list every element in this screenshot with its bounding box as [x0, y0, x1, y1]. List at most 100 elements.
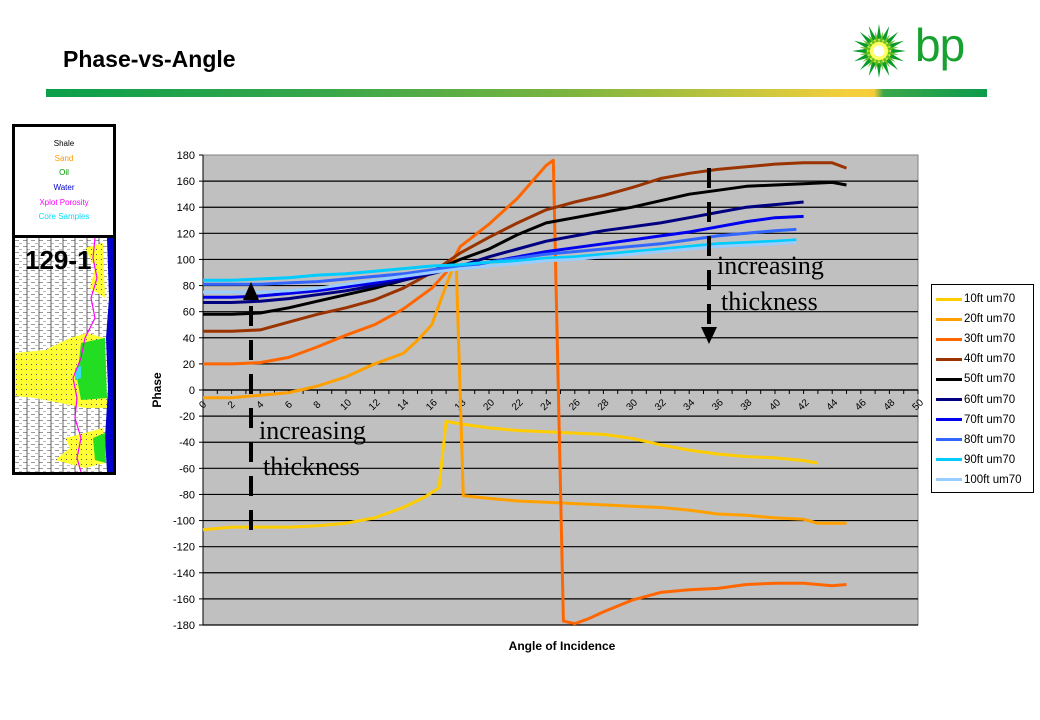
legend-item: 70ft um70	[936, 410, 1015, 430]
y-tick-label: 60	[183, 307, 195, 319]
annotation-down-line1: increasing	[717, 251, 824, 280]
legend-swatch	[936, 398, 962, 401]
logo-petal	[876, 62, 882, 78]
series-line-90ft-um70	[203, 238, 797, 282]
logo-petal	[889, 40, 904, 49]
well-log-legend-core-samples: Core Samples	[38, 212, 90, 222]
logo-petal	[885, 39, 896, 48]
y-tick-label: 160	[177, 176, 195, 188]
legend-label: 60ft um70	[964, 393, 1016, 406]
well-log-legend-oil: Oil	[59, 168, 69, 178]
bp-logo-text: bp	[915, 19, 965, 71]
y-tick-label: -20	[179, 411, 195, 423]
slide-title: Phase-vs-Angle	[63, 46, 236, 72]
legend-swatch	[936, 317, 962, 321]
logo-petal	[868, 61, 877, 76]
legend-item: 10ft um70	[936, 289, 1015, 309]
logo-petal	[859, 50, 871, 55]
annotation-up-line2: thickness	[263, 452, 360, 481]
series-line-20ft-um70	[203, 257, 847, 525]
legend-swatch	[936, 357, 962, 361]
legend-swatch	[936, 377, 962, 381]
series-line-100ft-um70	[203, 241, 797, 294]
legend-item: 30ft um70	[936, 329, 1015, 349]
logo-petal	[887, 50, 899, 55]
chart-legend: 10ft um70 20ft um70 30ft um70 40ft um70 50ft…	[931, 284, 1034, 493]
legend-label: 90ft um70	[964, 453, 1016, 466]
legend-item: 50ft um70	[936, 369, 1015, 389]
legend-swatch	[936, 478, 962, 482]
legend-label: 30ft um70	[964, 333, 1016, 346]
legend-swatch	[936, 438, 962, 442]
legend-swatch	[936, 458, 962, 462]
logo-petal	[890, 48, 906, 54]
x-axis-label: Angle of Incidence	[509, 639, 616, 653]
y-tick-label: -120	[173, 542, 195, 554]
annotation-up-line1: increasing	[259, 416, 366, 445]
logo-petal	[859, 47, 871, 52]
legend-label: 80ft um70	[964, 433, 1016, 446]
legend-swatch	[936, 297, 962, 301]
y-tick-label: 0	[189, 385, 195, 397]
well-log-legend-xplot-porosity: Xplot Porosity	[39, 197, 89, 207]
well-log-legend-shale: Shale	[53, 139, 75, 148]
logo-petal	[885, 54, 896, 63]
logo-petal	[875, 31, 880, 43]
logo-petal	[862, 39, 873, 48]
legend-item: 80ft um70	[936, 430, 1015, 450]
logo-petal	[854, 40, 869, 49]
legend-swatch	[936, 337, 962, 341]
legend-item: 40ft um70	[936, 349, 1015, 369]
legend-label: 20ft um70	[964, 313, 1016, 326]
annotation-arrow-up	[243, 282, 259, 530]
legend-label: 10ft um70	[964, 293, 1016, 305]
legend-label: 100ft um70	[964, 473, 1022, 486]
logo-petal	[868, 26, 877, 41]
well-log-legend: Shale Sand Oil Water Xplot Porosity Core…	[15, 127, 113, 238]
logo-petal	[881, 61, 890, 76]
y-tick-label: 120	[177, 228, 195, 240]
y-axis-label: Phase	[150, 372, 164, 408]
annotation-down-label: increasing thickness	[717, 253, 824, 315]
y-tick-label: -180	[173, 620, 195, 632]
logo-petal	[889, 53, 904, 62]
logo-petal	[867, 34, 876, 45]
legend-label: 70ft um70	[964, 413, 1016, 426]
y-tick-label: 20	[183, 359, 195, 371]
y-tick-label: 100	[177, 254, 195, 266]
y-tick-label: -80	[179, 489, 195, 501]
y-tick-label: 80	[183, 281, 195, 293]
legend-label: 40ft um70	[964, 353, 1016, 366]
legend-item: 100ft um70	[936, 470, 1022, 490]
logo-petal	[854, 53, 869, 62]
logo-petal	[887, 47, 899, 52]
logo-petal	[862, 54, 873, 63]
logo-petal	[878, 59, 883, 71]
well-name-label: 129-1	[25, 245, 92, 275]
y-tick-label: -140	[173, 568, 195, 580]
logo-petal	[881, 26, 890, 41]
series-line-40ft-um70	[203, 161, 848, 333]
series-line-60ft-um70	[203, 200, 804, 304]
well-log-legend-water: Water	[53, 183, 75, 193]
legend-label: 50ft um70	[964, 373, 1016, 386]
title-divider-bar	[46, 89, 987, 97]
y-tick-label: 40	[183, 333, 195, 345]
legend-item: 90ft um70	[936, 450, 1015, 470]
annotation-arrow-down	[701, 168, 717, 344]
series-line-50ft-um70	[203, 180, 847, 316]
logo-petal	[852, 48, 868, 54]
logo-petal	[876, 24, 882, 40]
legend-item: 60ft um70	[936, 390, 1015, 410]
bp-helios-logo-icon	[852, 24, 906, 78]
logo-petal	[882, 57, 891, 68]
series-line-10ft-um70	[202, 419, 819, 532]
y-tick-label: 180	[177, 150, 195, 162]
annotation-down-line2: thickness	[721, 287, 818, 316]
legend-swatch	[936, 418, 962, 422]
well-log-panel: Shale Sand Oil Water Xplot Porosity Core…	[12, 124, 116, 475]
series-line-30ft-um70	[203, 158, 847, 626]
y-tick-label: -160	[173, 594, 195, 606]
y-tick-label: -40	[179, 437, 195, 449]
